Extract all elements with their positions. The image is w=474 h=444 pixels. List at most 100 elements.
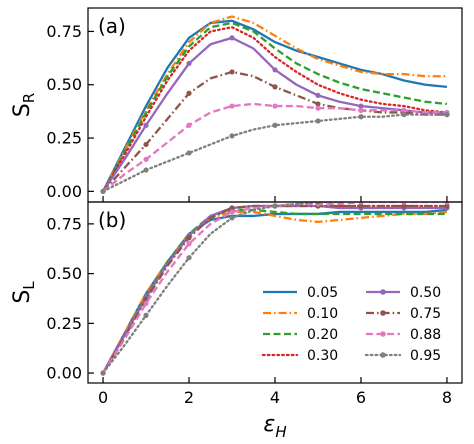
legend-item: 0.75 [366, 306, 441, 322]
data-point [143, 167, 149, 173]
data-point [229, 35, 235, 41]
panel-a: 0.00 0.25 0.50 0.75 (a) SR [10, 7, 463, 203]
data-point [186, 150, 192, 156]
legend-label: 0.20 [307, 327, 338, 343]
data-point [272, 84, 278, 90]
data-point [186, 235, 192, 241]
y-tick-label: 0.00 [46, 364, 82, 383]
data-point [401, 107, 407, 113]
legend-item: 0.30 [261, 348, 338, 364]
data-point [272, 122, 278, 128]
data-point [358, 202, 364, 205]
data-point [444, 202, 450, 205]
series-line-0.30 [101, 26, 449, 193]
x-axis-label-subscript: H [275, 423, 286, 440]
legend-marker [380, 289, 386, 295]
data-point [315, 105, 321, 111]
panel-label: (b) [98, 208, 126, 232]
data-point [358, 107, 364, 113]
data-point [315, 202, 321, 205]
data-point [186, 122, 192, 128]
y-tick-label: 0.00 [46, 182, 82, 201]
data-point [272, 103, 278, 109]
series-group [100, 15, 450, 194]
x-tick-label: 4 [270, 388, 280, 407]
legend-label: 0.95 [410, 348, 441, 364]
y-axis-label-main: S [10, 103, 35, 117]
data-point [358, 103, 364, 109]
series-line-0.50 [102, 36, 447, 192]
data-point [186, 241, 192, 247]
data-point [444, 203, 450, 209]
data-point [143, 122, 149, 128]
data-point [358, 114, 364, 120]
data-point [186, 255, 192, 261]
legend-item: 0.88 [366, 327, 441, 343]
data-point [401, 111, 407, 118]
series-group [100, 202, 450, 376]
legend-label: 0.75 [410, 306, 441, 322]
legend-marker [380, 352, 386, 358]
y-tick-label: 0.75 [46, 22, 82, 41]
data-point [229, 69, 235, 75]
data-point [272, 203, 278, 209]
data-point [315, 101, 321, 107]
series-line-0.20 [102, 208, 447, 374]
y-axis-label: SR [10, 93, 38, 117]
data-point [100, 370, 106, 376]
data-point [358, 203, 364, 209]
legend-item: 0.05 [263, 285, 338, 301]
legend-item: 0.95 [364, 348, 441, 364]
y-axis-label-subscript: R [20, 93, 38, 103]
legend-item: 0.20 [263, 327, 338, 343]
y-tick-label: 0.75 [46, 214, 82, 233]
legend-label: 0.88 [410, 327, 441, 343]
data-point [272, 67, 278, 73]
data-point [315, 92, 321, 99]
series-line-0.05 [102, 19, 448, 192]
y-axis-label-subscript: L [20, 281, 38, 290]
data-point [229, 215, 235, 221]
data-point [229, 205, 235, 211]
legend-item: 0.50 [366, 285, 441, 301]
y-tick-label: 0.25 [46, 314, 82, 333]
legend-marker [380, 310, 386, 316]
data-point [444, 111, 450, 118]
y-tick-label: 0.50 [46, 264, 82, 283]
x-tick-label: 0 [98, 388, 108, 407]
panel-b: 0 2 4 6 80.000.250.500.75 (b)SLεH0.050.100.20… [10, 201, 463, 441]
data-point [186, 60, 192, 67]
x-tick-label: 6 [356, 388, 366, 407]
data-point [143, 156, 149, 162]
legend: 0.05 0.10 0.20 0.30 0.50 0.75 0.88 0.95 [261, 285, 441, 364]
data-point [315, 118, 321, 124]
y-tick-label: 0.50 [46, 75, 82, 94]
data-point [401, 202, 407, 205]
series-line-0.10 [102, 15, 447, 192]
data-point [186, 90, 192, 96]
panel-label: (a) [98, 14, 126, 38]
y-axis-label: SL [10, 281, 38, 304]
legend-item: 0.10 [263, 306, 338, 322]
legend-label: 0.30 [307, 348, 338, 364]
data-point [100, 188, 106, 194]
x-tick-label: 8 [442, 388, 452, 407]
legend-marker [380, 331, 386, 337]
y-tick-label: 0.25 [46, 129, 82, 148]
data-point [229, 209, 235, 215]
series-line-0.20 [102, 21, 448, 192]
data-point [143, 300, 149, 307]
data-point [229, 103, 235, 109]
y-axis-label-main: S [10, 290, 35, 304]
series-line-0.88 [102, 102, 447, 193]
legend-label: 0.05 [307, 285, 338, 301]
data-point [143, 141, 149, 148]
x-axis-label-main: ε [263, 412, 275, 437]
data-point [401, 203, 407, 209]
data-point [143, 312, 149, 318]
legend-label: 0.50 [410, 285, 441, 301]
x-axis-label: εH [263, 412, 286, 440]
data-point [229, 133, 235, 139]
